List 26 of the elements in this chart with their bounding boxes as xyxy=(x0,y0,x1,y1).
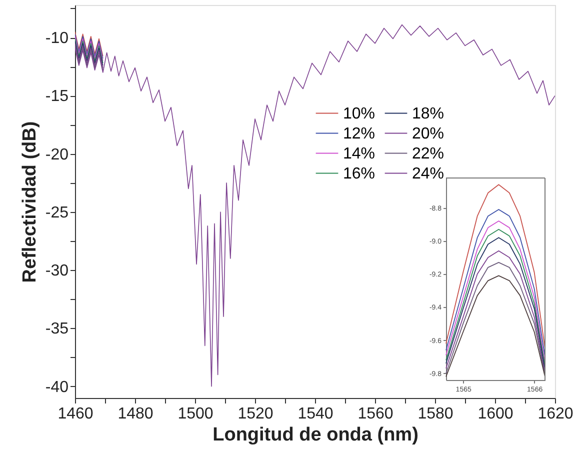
x-axis-title: Longitud de onda (nm) xyxy=(212,424,418,446)
legend-label: 16% xyxy=(343,165,376,182)
legend-label: 24% xyxy=(412,165,444,182)
y-tick-label: -35 xyxy=(45,320,69,338)
y-tick-label: -10 xyxy=(45,30,69,48)
y-tick-label: -40 xyxy=(45,378,69,396)
x-tick-label: 1520 xyxy=(238,406,274,422)
y-tick-label: -30 xyxy=(45,262,69,280)
x-tick-label: 1580 xyxy=(418,406,454,422)
x-tick-label: 1600 xyxy=(478,406,514,422)
legend-label: 12% xyxy=(343,125,376,142)
x-tick-label: 1620 xyxy=(538,406,574,422)
x-tick-label: 1560 xyxy=(358,406,394,422)
y-tick-label: -20 xyxy=(45,146,69,164)
y-tick-label: -25 xyxy=(45,204,69,222)
y-tick-label: -15 xyxy=(45,88,69,106)
legend-label: 18% xyxy=(412,105,444,122)
y-axis-title: Reflectividad (dB) xyxy=(19,121,40,283)
x-tick-label: 1480 xyxy=(118,406,154,422)
legend-label: 14% xyxy=(343,145,376,162)
legend-label: 10% xyxy=(343,105,376,122)
legend-label: 20% xyxy=(412,125,444,142)
x-tick-label: 1540 xyxy=(298,406,334,422)
x-tick-label: 1500 xyxy=(178,406,214,422)
legend-label: 22% xyxy=(412,145,444,162)
x-tick-label: 1460 xyxy=(58,406,94,422)
